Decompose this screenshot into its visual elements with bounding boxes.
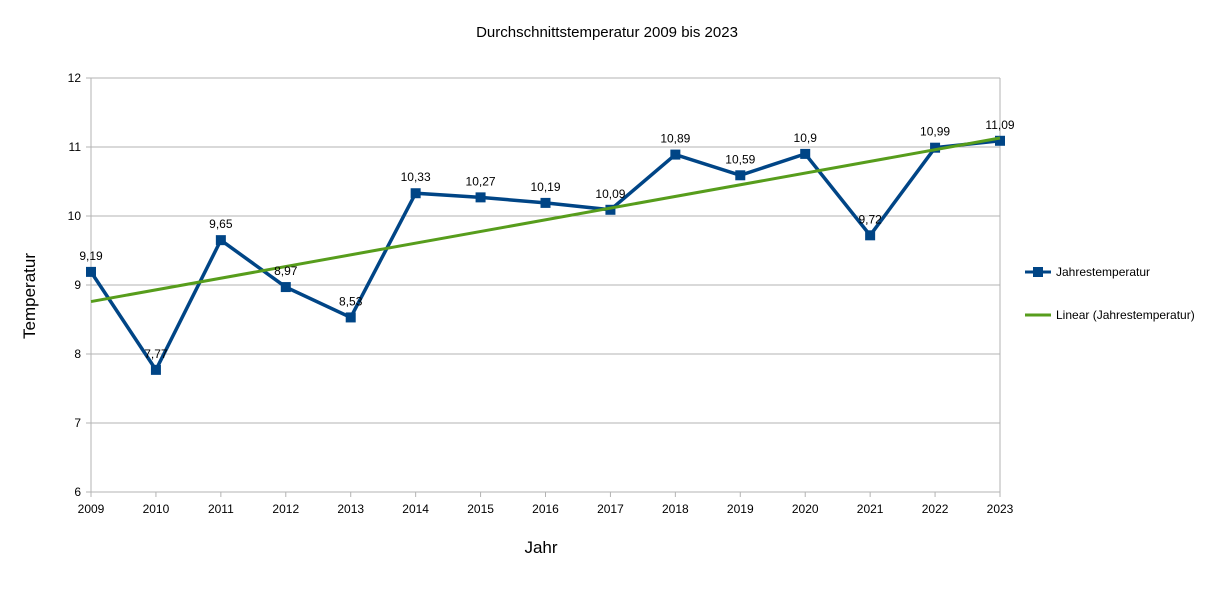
- data-point-marker: [410, 188, 421, 199]
- data-point-marker: [345, 312, 356, 323]
- x-tick-label: 2016: [532, 502, 559, 516]
- y-tick-labels: 6 7 8 9 10 11 12: [68, 71, 82, 499]
- data-point-marker: [215, 235, 226, 246]
- x-tick-label: 2012: [272, 502, 299, 516]
- y-tick-label: 9: [74, 278, 81, 292]
- x-tick-label: 2013: [337, 502, 364, 516]
- axes: [86, 77, 1001, 497]
- y-tick-label: 10: [68, 209, 82, 223]
- chart-title: Durchschnittstemperatur 2009 bis 2023: [476, 24, 738, 41]
- data-point-marker: [735, 170, 746, 181]
- data-point-marker: [150, 364, 161, 375]
- y-tick-label: 11: [69, 140, 82, 154]
- data-point-marker: [280, 282, 291, 293]
- legend-series-label: Jahrestemperatur: [1056, 265, 1150, 279]
- data-point-marker: [670, 149, 681, 160]
- x-tick-label: 2015: [467, 502, 494, 516]
- y-tick-label: 7: [74, 416, 81, 430]
- data-label: 9,19: [79, 249, 103, 263]
- series-line: [89, 139, 1001, 374]
- data-label: 8,97: [274, 264, 298, 278]
- y-tick-label: 8: [74, 347, 81, 361]
- legend-item-trendline: Linear (Jahrestemperatur): [1025, 308, 1195, 322]
- y-tick-label: 6: [74, 485, 81, 499]
- x-tick-label: 2017: [597, 502, 624, 516]
- data-label: 10,09: [595, 187, 625, 201]
- series-layer: [86, 135, 1005, 375]
- data-point-marker: [995, 135, 1005, 146]
- legend-series-marker: [1033, 267, 1043, 277]
- data-point-marker: [605, 204, 616, 215]
- data-label: 10,9: [794, 131, 818, 145]
- y-tick-label: 12: [68, 71, 82, 85]
- data-label: 9,72: [858, 212, 882, 226]
- legend-trendline-label: Linear (Jahrestemperatur): [1056, 308, 1195, 322]
- x-axis-title: Jahr: [524, 538, 557, 557]
- y-axis-title: Temperatur: [20, 253, 39, 339]
- x-tick-label: 2009: [78, 502, 105, 516]
- x-tick-labels: 2009 2010 2011 2012 2013 2014 2015 2016 2017 2018…: [78, 502, 1014, 516]
- trendline: [90, 136, 1001, 304]
- data-label: 11,09: [985, 118, 1014, 132]
- x-tick-label: 2022: [922, 502, 949, 516]
- legend: Jahrestemperatur Linear (Jahrestemperatu…: [1025, 265, 1195, 322]
- data-label: 7,77: [144, 347, 168, 361]
- x-tick-label: 2018: [662, 502, 689, 516]
- data-label: 8,53: [339, 294, 363, 308]
- data-label: 10,33: [401, 170, 431, 184]
- data-point-marker: [475, 192, 486, 203]
- legend-item-series: Jahrestemperatur: [1025, 265, 1150, 279]
- trendline-layer: [90, 136, 1001, 304]
- x-tick-label: 2023: [987, 502, 1014, 516]
- data-label: 9,65: [209, 217, 233, 231]
- data-label: 10,99: [920, 125, 950, 139]
- x-tick-label: 2019: [727, 502, 754, 516]
- data-label: 10,59: [725, 152, 755, 166]
- x-tick-label: 2014: [402, 502, 429, 516]
- x-tick-label: 2020: [792, 502, 819, 516]
- data-point-marker: [865, 230, 876, 241]
- data-label: 10,19: [530, 180, 560, 194]
- gridlines: [91, 77, 1000, 424]
- data-labels: 9,19 7,77 9,65 8,97 8,53 10,33 10,27 10,19 10,09…: [79, 118, 1015, 361]
- data-point-marker: [540, 197, 551, 208]
- data-point-marker: [930, 142, 941, 153]
- data-point-marker: [86, 266, 96, 277]
- data-point-marker: [800, 148, 811, 159]
- x-tick-label: 2010: [143, 502, 170, 516]
- x-tick-label: 2021: [857, 502, 884, 516]
- data-label: 10,89: [660, 132, 690, 146]
- x-tick-label: 2011: [208, 502, 234, 516]
- data-label: 10,27: [466, 174, 496, 188]
